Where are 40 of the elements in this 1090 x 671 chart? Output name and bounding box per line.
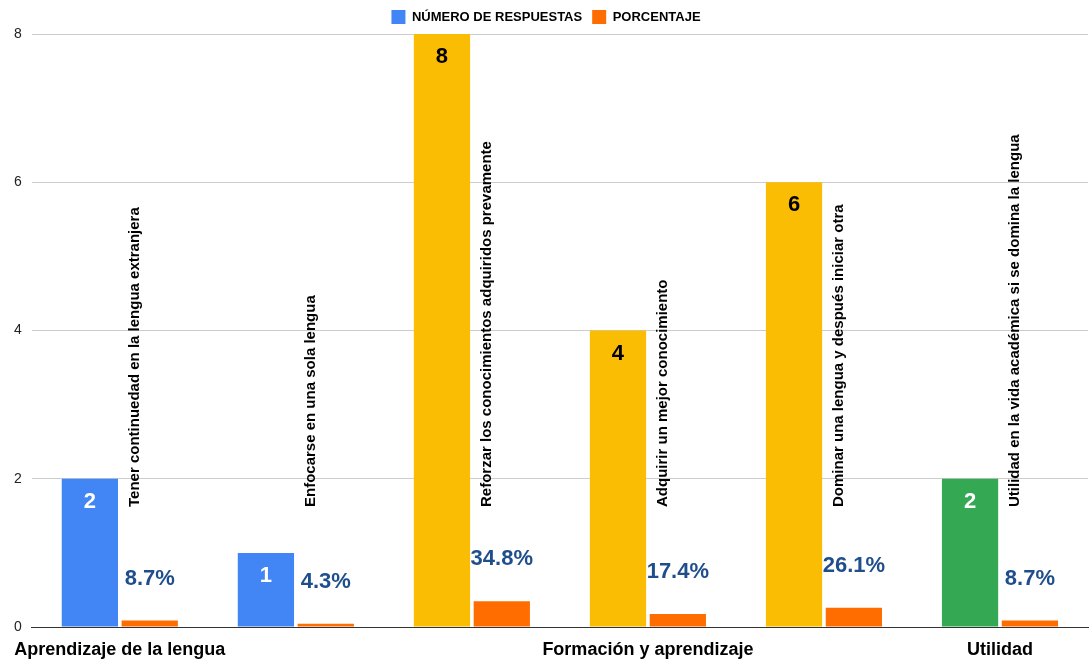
bar (589, 330, 647, 627)
data-label: 1 (259, 561, 273, 587)
y-tick-label: 8 (13, 24, 22, 41)
bar (297, 623, 354, 627)
data-label: 6 (787, 191, 801, 217)
y-tick-label: 2 (13, 469, 22, 486)
bar (1001, 620, 1059, 627)
x-tick-label: Dominar una lengua y después iniciar otra (828, 203, 846, 507)
data-label: 4.3% (300, 567, 351, 593)
data-label: 17.4% (646, 558, 710, 584)
bar (413, 34, 471, 627)
data-label: 8.7% (124, 564, 175, 590)
y-tick-label: 6 (13, 173, 22, 190)
bar (649, 614, 706, 627)
x-tick-label: Reforzar los conocimientos adquiridos prevamente (476, 141, 494, 507)
data-label: 4 (611, 339, 625, 365)
text: Formación y aprendizaje (542, 638, 754, 659)
data-label: 2 (83, 487, 96, 513)
x-tick-label: Enfocarse en una sola lengua (300, 294, 318, 507)
x-tick-label: Adquirir un mejor conocimiento (652, 279, 670, 507)
legend-label: PORCENTAJE (612, 8, 701, 24)
text: Aprendizaje de la lengua (14, 638, 227, 659)
data-label: 8.7% (1004, 564, 1055, 590)
bar (121, 620, 178, 627)
data-label: 8 (435, 43, 449, 69)
text: Utilidad (966, 638, 1033, 659)
data-label: 26.1% (822, 551, 886, 577)
x-tick-label: Tener continuedad en la lengua extranjera (124, 206, 142, 507)
data-label: 2 (963, 487, 977, 513)
bar (765, 182, 823, 627)
bar (941, 478, 999, 627)
legend-label: NÚMERO DE RESPUESTAS (411, 8, 583, 24)
x-tick-label: Utilidad en la vida académica si se domina la lengua (1004, 133, 1022, 507)
bar (61, 478, 119, 627)
y-tick-label: 4 (13, 321, 22, 338)
y-tick-label: 0 (13, 617, 22, 634)
data-label: 34.8% (470, 545, 533, 571)
bar (825, 607, 882, 627)
bar (237, 552, 295, 627)
bar (473, 601, 530, 627)
